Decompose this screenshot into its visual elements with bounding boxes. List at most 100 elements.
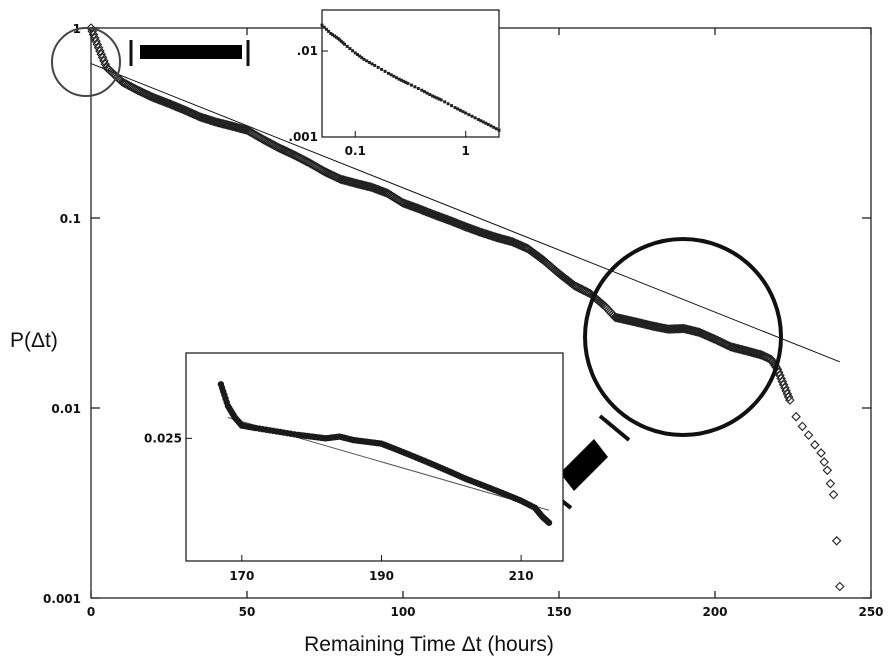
- inset-top: 0.1 1 .001 .01: [288, 9, 501, 158]
- inset-top-point: [406, 81, 410, 85]
- x-tick-label: 200: [702, 605, 727, 619]
- data-point: [95, 46, 105, 56]
- inset-top-point: [416, 87, 420, 91]
- inset-bottom-frame: [185, 352, 564, 562]
- inset-top-point: [343, 42, 347, 46]
- x-axis-label: Remaining Time Δt (hours): [304, 633, 554, 656]
- data-point: [97, 52, 108, 63]
- inset-top-point: [367, 60, 371, 64]
- inset-top-point: [373, 63, 377, 67]
- inset-top-point: [464, 111, 468, 115]
- inset-top-point: [494, 127, 498, 131]
- data-point: [92, 39, 103, 50]
- inset-top-point: [322, 25, 326, 29]
- data-point: [99, 56, 109, 66]
- inset-top-point: [430, 94, 434, 98]
- data-point: [100, 59, 111, 69]
- x-tick-label: 0: [87, 605, 95, 619]
- data-point: [835, 581, 845, 592]
- y-axis-label: P(Δt): [10, 329, 58, 352]
- inset-top-point: [458, 108, 462, 112]
- inset-top-y-tick-label: .001: [288, 130, 318, 144]
- data-point: [803, 430, 814, 440]
- data-point: [825, 478, 836, 489]
- inset-top-x-tick-label: 1: [462, 144, 470, 158]
- inset-top-point: [473, 116, 477, 120]
- inset-bottom-x-tick-label: 190: [369, 569, 394, 583]
- inset-top-point: [332, 34, 336, 38]
- inset-top-point: [486, 122, 490, 126]
- y-tick-label: 0.01: [51, 402, 81, 416]
- inset-top-point: [362, 57, 366, 61]
- inset-top-point: [383, 69, 387, 73]
- inset-top-point: [348, 47, 352, 51]
- inset-bottom-x-tick-label: 170: [229, 569, 254, 583]
- inset-top-point: [399, 78, 403, 82]
- data-point: [86, 23, 96, 33]
- data-point: [93, 42, 104, 53]
- inset-top-point: [392, 74, 396, 78]
- data-point: [91, 36, 101, 46]
- data-point: [677, 323, 688, 334]
- inset-top-point: [476, 117, 480, 121]
- inset-top-point: [339, 39, 343, 43]
- inset-top-point: [351, 49, 355, 53]
- inset-top-point: [489, 124, 493, 128]
- inset-top-point: [395, 76, 399, 80]
- inset-top-point: [355, 53, 359, 57]
- y-tick-label: 0.1: [60, 212, 81, 226]
- fit-line: [90, 63, 840, 363]
- inset-top-point: [453, 106, 457, 110]
- inset-top-frame: [321, 9, 500, 138]
- inset-top-point: [389, 73, 393, 77]
- inset-top-point: [376, 65, 380, 69]
- inset-top-point: [450, 104, 454, 108]
- inset-top-point: [413, 85, 417, 89]
- inset-top-point: [353, 51, 357, 55]
- inset-top-point: [370, 62, 374, 66]
- inset-top-point: [467, 113, 471, 117]
- data-point: [828, 489, 839, 500]
- inset-bottom-point: [545, 519, 553, 526]
- data-point: [96, 49, 107, 60]
- inset-top-point: [420, 88, 424, 92]
- inset-bottom-x-tick-label: 210: [509, 569, 534, 583]
- data-point: [89, 33, 100, 43]
- inset-top-point: [360, 56, 364, 60]
- inset-top-point: [404, 80, 408, 84]
- inset-top-point: [324, 27, 328, 31]
- main-plot: 0 50 100 150 200 250 0.001 0.01 0.1 1 Remaining Ti…: [10, 22, 884, 656]
- inset-bottom-y-tick-label: 0.025: [144, 431, 182, 445]
- x-tick-label: 50: [239, 605, 256, 619]
- inset-top-point: [470, 114, 474, 118]
- inset-top-point: [341, 41, 345, 45]
- inset-top-x-tick-label: 0.1: [345, 144, 366, 158]
- inset-top-point: [456, 107, 460, 111]
- x-tick-label: 250: [858, 605, 883, 619]
- data-point: [831, 536, 842, 546]
- x-tick-label: 100: [390, 605, 415, 619]
- inset-top-point: [320, 23, 324, 27]
- inset-top-point: [329, 31, 333, 35]
- inset-top-point: [327, 29, 331, 33]
- callouts: [51, 27, 783, 510]
- inset-top-point: [336, 36, 340, 40]
- inset-top-point: [439, 98, 443, 102]
- inset-bottom: 170 190 210 0.025: [144, 352, 564, 583]
- inset-top-point: [397, 77, 401, 81]
- inset-top-point: [492, 125, 496, 129]
- inset-top-point: [422, 90, 426, 94]
- data-point: [816, 448, 826, 458]
- inset-top-point: [387, 71, 391, 75]
- inset-top-point: [437, 97, 441, 101]
- inset-top-point: [479, 119, 483, 123]
- y-tick-label: 0.001: [43, 592, 81, 606]
- inset-top-point: [435, 96, 439, 100]
- inset-top-point: [331, 33, 335, 37]
- inset-top-point: [425, 91, 429, 95]
- inset-top-point: [428, 93, 432, 97]
- data-point: [783, 392, 794, 402]
- highlight-circle-region: [583, 237, 783, 437]
- inset-top-y-tick-label: .01: [297, 44, 318, 58]
